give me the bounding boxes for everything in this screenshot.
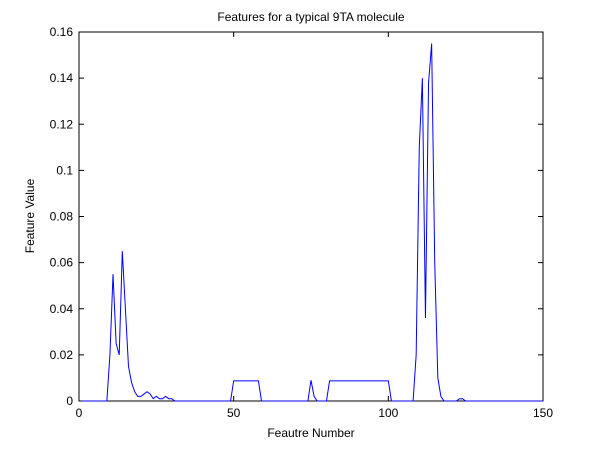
x-tick-label: 150 — [533, 406, 553, 420]
y-tick-label: 0.12 — [50, 117, 74, 131]
plot-area — [78, 31, 544, 402]
chart-title: Features for a typical 9TA molecule — [217, 10, 405, 24]
y-tick-label: 0.08 — [50, 210, 74, 224]
data-line — [82, 43, 543, 402]
x-axis-label: Feautre Number — [267, 426, 354, 440]
y-tick-label: 0.04 — [50, 302, 74, 316]
y-tick-label: 0 — [66, 394, 73, 408]
y-tick-label: 0.14 — [50, 71, 74, 85]
x-tick-label: 100 — [378, 406, 398, 420]
y-tick-label: 0.06 — [50, 256, 74, 270]
y-axis-label: Feature Value — [23, 178, 37, 253]
y-tick-label: 0.16 — [50, 25, 74, 39]
y-tick-label: 0.1 — [56, 163, 73, 177]
x-tick-label: 0 — [76, 406, 83, 420]
x-tick-label: 50 — [227, 406, 241, 420]
y-tick-label: 0.02 — [50, 348, 74, 362]
